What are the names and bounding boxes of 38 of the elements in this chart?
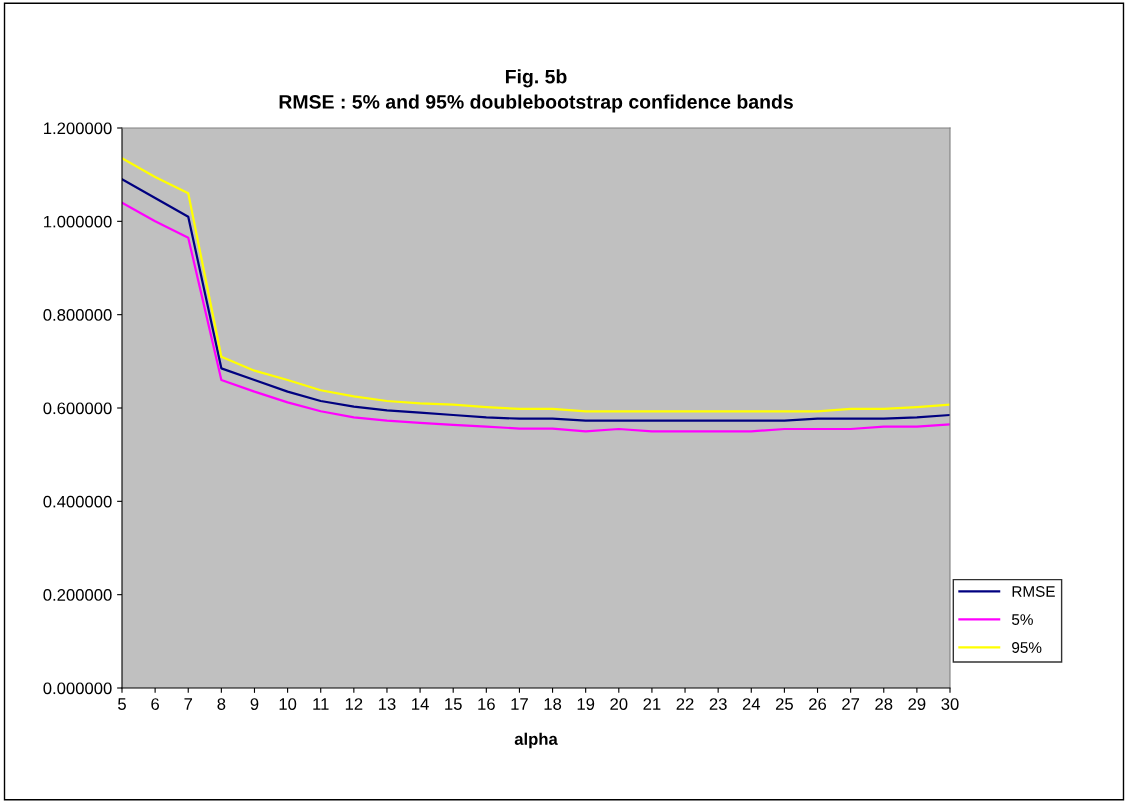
x-tick-label: 13 [378,698,396,710]
x-tick-label: 9 [250,698,259,710]
y-tick-label: 0.000000 [43,682,112,695]
legend-label: 95% [1012,642,1042,653]
x-tick-label: 7 [184,698,193,710]
x-tick-label: 20 [610,698,628,710]
x-tick-label: 30 [941,698,959,710]
y-tick-label: 1.000000 [44,215,112,228]
y-tick-label: 0.800000 [43,309,112,321]
x-tick-label: 27 [842,698,860,710]
x-tick-label: 17 [511,698,528,710]
y-tick-label: 1.200000 [44,122,112,135]
x-tick-label: 21 [643,698,661,710]
x-tick-label: 24 [742,698,761,710]
x-tick-label: 28 [875,698,893,710]
legend-label: 5% [1011,614,1033,625]
x-tick-label: 5 [118,698,126,710]
x-axis-title: alpha [514,732,558,749]
x-tick-label: 14 [412,698,429,710]
chart-title: Fig. 5b RMSE : 5% and 95% doublebootstrap confidence bands [279,69,793,113]
x-tick-label: 12 [345,698,363,710]
x-tick-label: 11 [313,698,329,710]
x-tick-label: 18 [544,698,562,710]
legend-label: RMSE [1012,586,1055,597]
x-tick-label: 25 [775,698,793,710]
x-tick-label: 6 [151,698,160,710]
x-tick-label: 19 [577,698,595,710]
x-tick-label: 15 [445,698,462,710]
x-tick-label: 8 [217,698,226,710]
x-tick-label: 10 [279,698,297,710]
x-tick-label: 16 [478,698,495,710]
x-tick-label: 26 [809,698,827,710]
y-tick-label: 0.400000 [43,495,112,508]
y-tick-label: 0.600000 [43,402,112,415]
y-tick-label: 0.200000 [43,589,112,601]
x-tick-label: 29 [908,698,926,710]
x-tick-label: 22 [676,698,694,710]
x-tick-label: 23 [709,698,727,710]
